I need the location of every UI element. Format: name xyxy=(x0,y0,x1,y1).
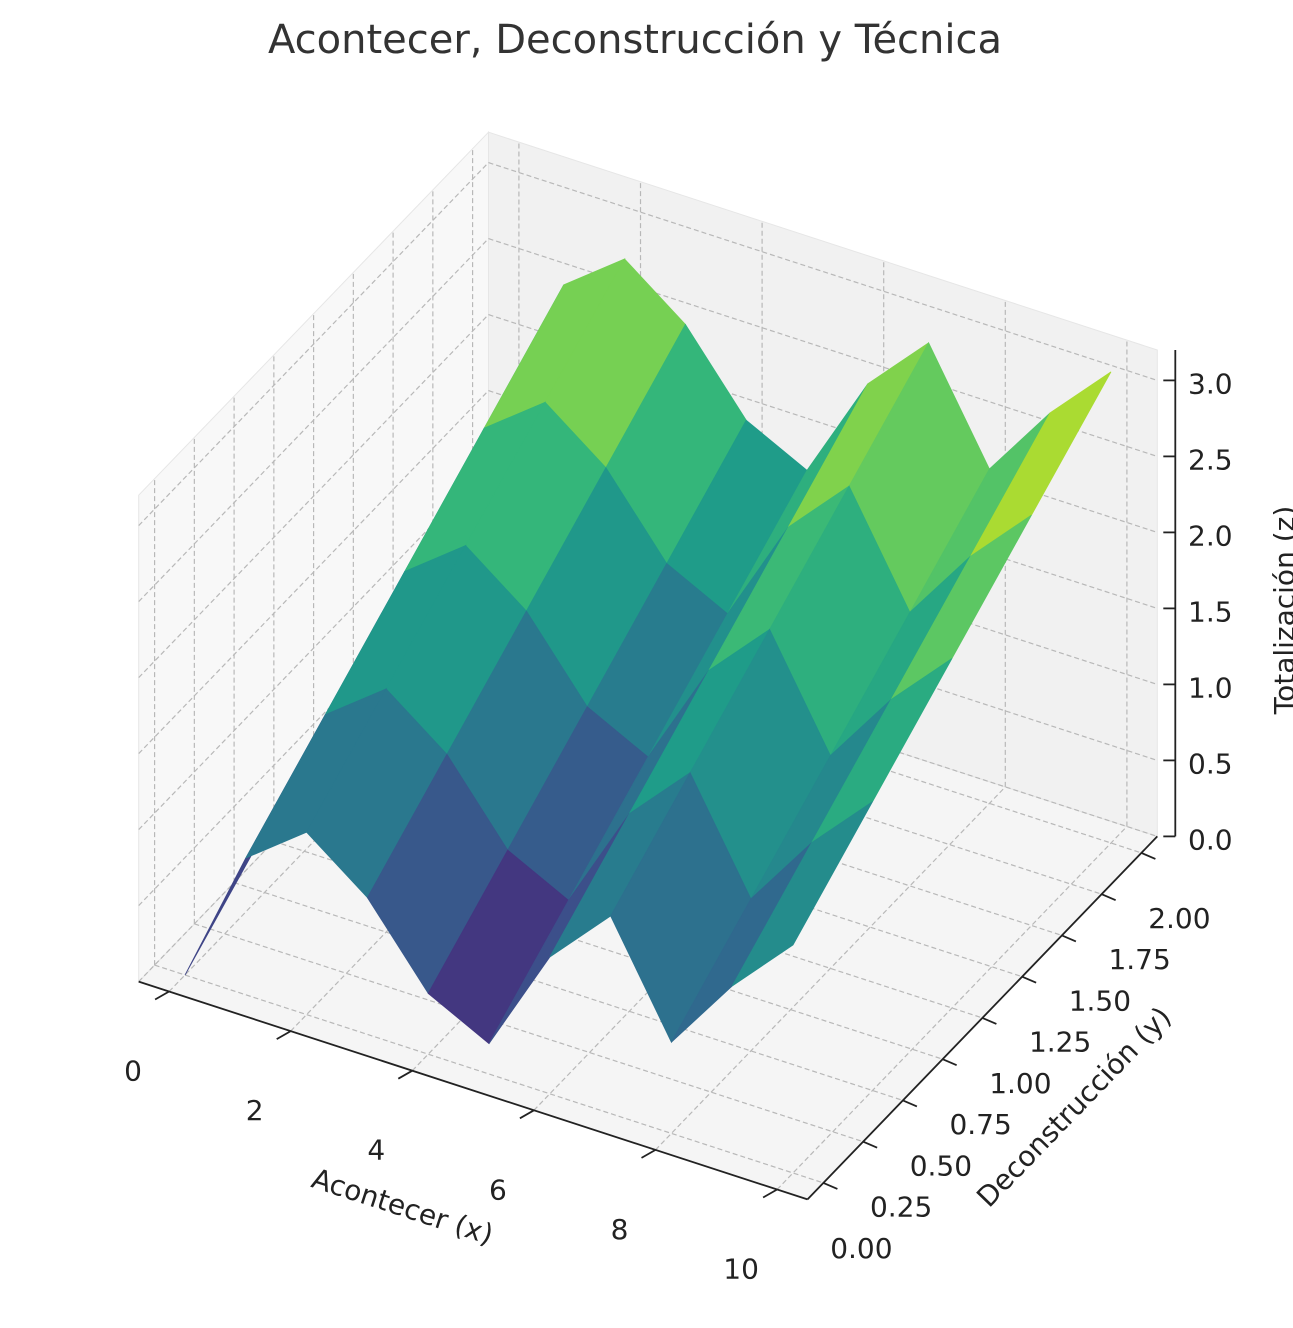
y-tick-label: 0.00 xyxy=(830,1232,892,1265)
grid-line xyxy=(488,162,1158,381)
y-tick-label: 1.50 xyxy=(1069,984,1131,1017)
tick-mark xyxy=(862,1140,878,1149)
tick-mark xyxy=(1021,975,1037,984)
grid-line xyxy=(233,882,904,1101)
y-tick-label: 2.00 xyxy=(1148,902,1210,935)
x-tick-label: 10 xyxy=(723,1253,759,1286)
z-tick-label: 0.5 xyxy=(1188,747,1233,780)
grid-line xyxy=(194,923,864,1143)
tick-mark xyxy=(942,1058,958,1066)
grid-line xyxy=(488,618,1158,837)
y-tick-label: 1.75 xyxy=(1108,943,1170,976)
tick-mark xyxy=(519,1109,535,1120)
x-tick-label: 0 xyxy=(124,1055,142,1088)
x-tick-label: 4 xyxy=(367,1134,385,1167)
grid-line xyxy=(313,799,983,1019)
grid-line xyxy=(488,314,1158,533)
grid-line xyxy=(392,717,1063,936)
grid-line xyxy=(488,466,1158,685)
grid-line xyxy=(273,840,943,1060)
y-tick-label: 0.75 xyxy=(949,1108,1011,1141)
z-tick-label: 2.5 xyxy=(1188,443,1233,476)
grid-line xyxy=(472,634,1142,854)
tick-mark xyxy=(154,990,170,1001)
chart-title: Acontecer, Deconstrucción y Técnica xyxy=(268,17,1002,63)
y-tick-label: 1.00 xyxy=(989,1067,1051,1100)
tick-mark xyxy=(1061,934,1077,943)
z-tick-label: 3.0 xyxy=(1188,367,1233,400)
z-tick-label: 1.5 xyxy=(1188,595,1233,628)
y-tick-label: 0.50 xyxy=(910,1149,972,1182)
surface-patch xyxy=(731,801,873,987)
grid-line xyxy=(353,758,1023,978)
tick-mark xyxy=(762,1188,778,1199)
grid-line xyxy=(655,786,1006,1151)
grid-line xyxy=(154,964,824,1184)
tick-mark xyxy=(1101,893,1117,901)
y-tick-label: 0.25 xyxy=(870,1191,932,1224)
x-tick-label: 6 xyxy=(489,1173,507,1206)
tick-mark xyxy=(982,1017,997,1025)
z-axis-label: Totalización (z) xyxy=(1268,506,1293,716)
x-tick-label: 8 xyxy=(611,1213,629,1246)
tick-mark xyxy=(1141,852,1156,860)
grid-line xyxy=(488,390,1158,609)
z-tick-label: 1.0 xyxy=(1188,671,1233,704)
tick-mark xyxy=(902,1099,918,1108)
tick-mark xyxy=(397,1069,413,1080)
grid-line xyxy=(138,162,489,527)
grid-line xyxy=(138,314,489,679)
tick-mark xyxy=(823,1182,838,1190)
grid-line xyxy=(776,826,1128,1190)
grid-line xyxy=(432,675,1102,895)
y-tick-label: 1.25 xyxy=(1029,1026,1091,1059)
x-axis-label: Acontecer (x) xyxy=(308,1162,498,1252)
grid-line xyxy=(138,390,489,755)
tick-mark xyxy=(276,1030,292,1040)
x-axis-line xyxy=(138,980,808,1201)
grid-line xyxy=(488,542,1158,761)
tick-mark xyxy=(641,1149,656,1159)
grid-line xyxy=(138,238,489,603)
z-tick-label: 2.0 xyxy=(1188,519,1233,552)
z-tick-label: 0.0 xyxy=(1188,823,1233,856)
x-tick-label: 2 xyxy=(246,1094,264,1127)
